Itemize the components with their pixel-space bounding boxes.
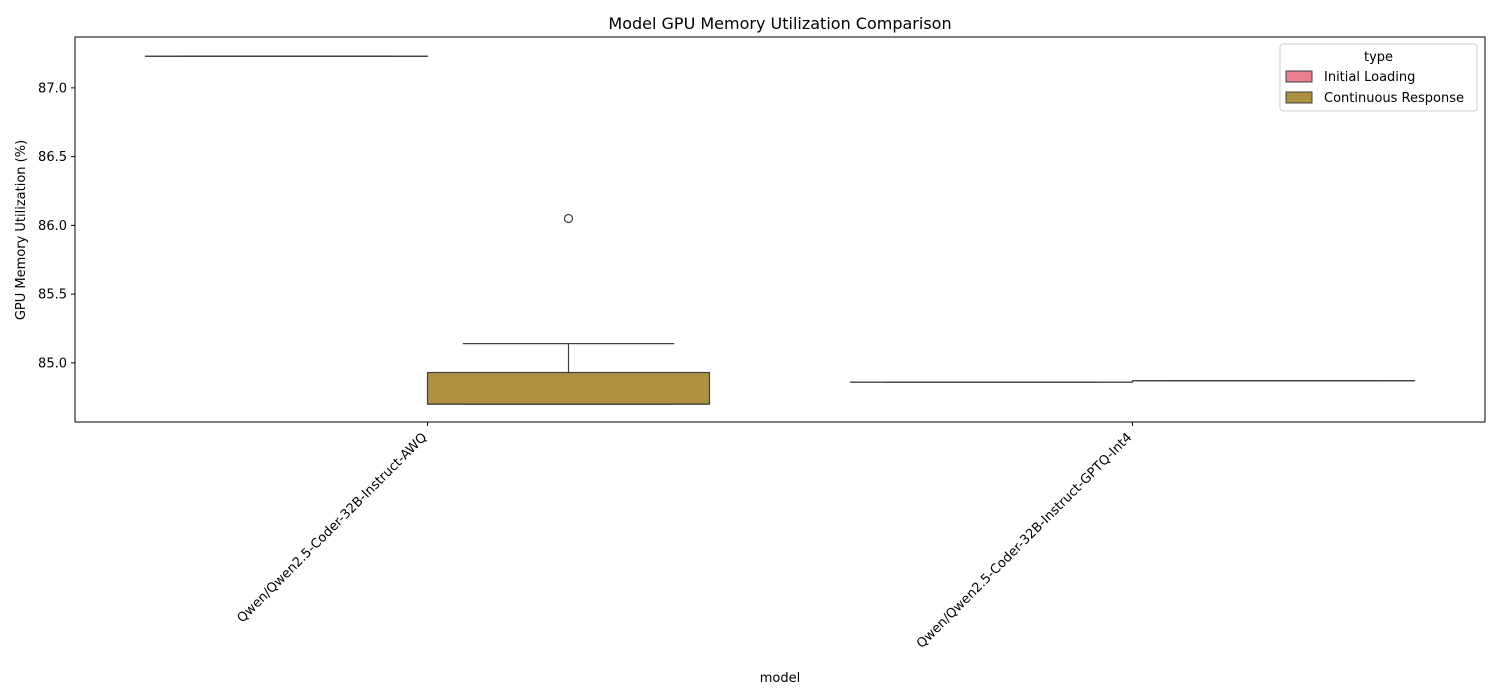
legend-box	[1279, 43, 1478, 112]
legend-swatch	[1285, 91, 1313, 104]
outlier-point	[563, 213, 574, 224]
box-1-0	[426, 213, 711, 405]
box-iqr	[426, 371, 711, 405]
legend: type Initial Loading Continuous Response	[1279, 43, 1478, 112]
plot-area	[144, 55, 1416, 405]
y-tick-label: 85.5	[38, 288, 67, 303]
plot-frame	[74, 36, 1486, 423]
y-axis-label: GPU Memory Utilization (%)	[14, 140, 29, 320]
y-tick-label: 86.0	[38, 219, 67, 234]
x-axis-label: model	[760, 671, 800, 686]
x-tick-label: Qwen/Qwen2.5-Coder-32B-Instruct-GPTQ-Int…	[914, 430, 1135, 651]
y-tick-label: 86.5	[38, 150, 67, 165]
legend-swatch	[1285, 70, 1313, 83]
legend-label: Initial Loading	[1324, 70, 1415, 85]
y-axis: 85.0 85.5 86.0 86.5 87.0	[38, 81, 75, 371]
x-tick-label: Qwen/Qwen2.5-Coder-32B-Instruct-AWQ	[234, 430, 430, 626]
legend-title: type	[1364, 50, 1393, 65]
y-tick-label: 87.0	[38, 81, 67, 96]
chart-title: Model GPU Memory Utilization Comparison	[608, 14, 951, 33]
legend-label: Continuous Response	[1324, 91, 1464, 106]
x-axis: Qwen/Qwen2.5-Coder-32B-Instruct-AWQ Qwen/…	[234, 422, 1135, 652]
y-tick-label: 85.0	[38, 356, 67, 371]
